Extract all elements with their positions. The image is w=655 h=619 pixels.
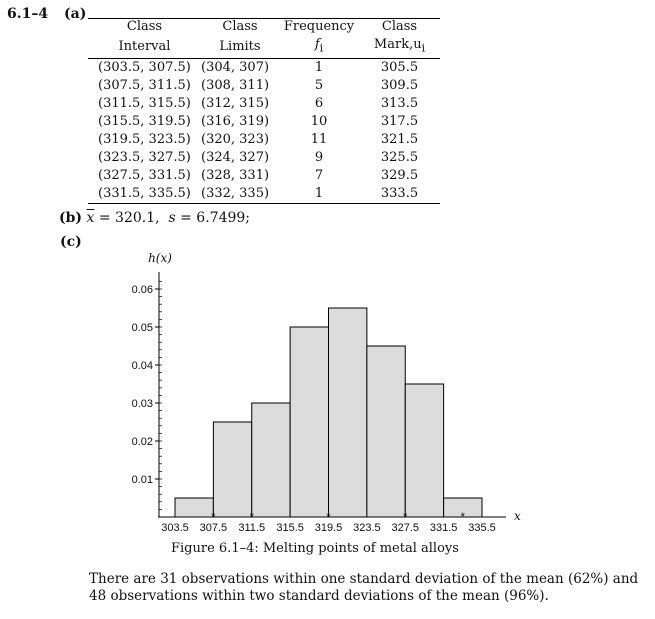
header-interval-line1: Class — [126, 19, 163, 34]
cell-interval: (311.5, 315.5) — [98, 95, 191, 111]
cell-mark: 317.5 — [380, 113, 419, 129]
histogram-chart: 0.01 0.02 0.03 0.04 0.05 0.06 303.5 307.5 311.5 3… — [132, 251, 521, 534]
cell-frequency: 7 — [314, 167, 324, 183]
cell-interval: (323.5, 327.5) — [98, 149, 191, 165]
problem-number: 6.1–4 — [7, 6, 49, 22]
histogram-bar — [212, 421, 253, 518]
y-tick-label: 0.01 — [132, 474, 153, 486]
star-marker: * — [461, 511, 466, 523]
x-axis-label: x — [514, 509, 521, 523]
cell-interval: (327.5, 331.5) — [98, 167, 191, 183]
cell-limits: (312, 315) — [201, 95, 270, 111]
histogram-bar — [366, 345, 406, 518]
header-frequency-line2: fi — [279, 36, 359, 59]
xbar-value: = 320.1, — [98, 210, 160, 226]
histogram-bar — [404, 383, 445, 518]
cell-frequency: 10 — [310, 113, 328, 129]
table-row: (307.5, 311.5) (308, 311) 5 309.5 — [88, 77, 440, 95]
cell-limits: (320, 323) — [201, 131, 270, 147]
cell-interval: (307.5, 311.5) — [98, 77, 191, 93]
cell-frequency: 9 — [314, 149, 324, 165]
observation-note: There are 31 observations within one sta… — [89, 571, 639, 604]
x-tick-label: 323.5 — [353, 522, 381, 534]
cell-frequency: 11 — [310, 131, 328, 147]
table-row: (323.5, 327.5) (324, 327) 9 325.5 — [88, 149, 440, 167]
histogram-bar — [289, 326, 329, 518]
x-tick-label: 307.5 — [200, 522, 228, 534]
cell-mark: 329.5 — [380, 167, 419, 183]
cell-interval: (331.5, 335.5) — [88, 184, 201, 204]
cell-limits: (308, 311) — [201, 77, 270, 93]
x-tick-label: 331.5 — [430, 522, 458, 534]
y-tick-label: 0.03 — [132, 398, 153, 410]
table-row: (315.5, 319.5) (316, 319) 10 317.5 — [88, 113, 440, 131]
header-interval-line2: Interval — [88, 36, 201, 59]
table-row: (327.5, 331.5) (328, 331) 7 329.5 — [88, 167, 440, 185]
cell-interval: (315.5, 319.5) — [98, 113, 191, 129]
y-tick-label: 0.04 — [132, 360, 153, 372]
y-axis-label: h(x) — [148, 251, 172, 265]
histogram-bar — [328, 307, 368, 518]
cell-limits: (304, 307) — [201, 59, 270, 75]
x-tick-label: 319.5 — [315, 522, 343, 534]
y-tick-label: 0.05 — [132, 322, 153, 334]
cell-interval: (303.5, 307.5) — [98, 59, 191, 75]
header-frequency-line1: Frequency — [283, 19, 355, 34]
table-row: (303.5, 307.5) (304, 307) 1 305.5 — [88, 58, 440, 77]
part-b: (b) x = 320.1, s = 6.7499; — [59, 210, 250, 226]
star-marker: * — [211, 511, 216, 523]
header-frequency-subscript: i — [319, 41, 324, 55]
y-tick-label: 0.06 — [132, 284, 153, 296]
x-tick-label: 303.5 — [161, 522, 189, 534]
header-limits-line2: Limits — [201, 36, 279, 59]
header-frequency-symbol: f — [314, 37, 320, 52]
cell-limits: (332, 335) — [201, 184, 279, 204]
header-mark-text: Mark,u — [373, 37, 422, 52]
xbar-symbol: x — [86, 210, 95, 226]
star-marker: * — [403, 511, 408, 523]
x-tick-label: 335.5 — [468, 522, 496, 534]
s-symbol: s — [168, 210, 176, 226]
frequency-table: Class Class Frequency Class Interval Lim… — [88, 18, 440, 204]
x-tick-label: 327.5 — [391, 522, 419, 534]
cell-interval: (319.5, 323.5) — [98, 131, 191, 147]
header-mark-line2: Mark,ui — [359, 36, 440, 59]
part-c-label: (c) — [60, 234, 82, 250]
cell-mark: 333.5 — [359, 184, 440, 204]
cell-mark: 321.5 — [380, 131, 419, 147]
star-marker: * — [326, 511, 331, 523]
y-tick-label: 0.02 — [132, 436, 153, 448]
part-a-label: (a) — [64, 6, 87, 22]
cell-mark: 313.5 — [380, 95, 419, 111]
cell-frequency: 1 — [279, 184, 359, 204]
cell-limits: (316, 319) — [201, 113, 270, 129]
cell-mark: 325.5 — [380, 149, 419, 165]
table-row: (311.5, 315.5) (312, 315) 6 313.5 — [88, 95, 440, 113]
table-row: (331.5, 335.5) (332, 335) 1 333.5 — [88, 184, 440, 204]
table-row: (319.5, 323.5) (320, 323) 11 321.5 — [88, 131, 440, 149]
header-mark-subscript: i — [421, 41, 426, 55]
x-tick-label: 315.5 — [276, 522, 304, 534]
table-top-rule — [88, 18, 440, 19]
header-mark-line1: Class — [381, 19, 418, 34]
cell-mark: 305.5 — [380, 59, 419, 75]
cell-limits: (324, 327) — [201, 149, 270, 165]
cell-mark: 309.5 — [380, 77, 419, 93]
star-marker: * — [250, 511, 255, 523]
cell-frequency: 1 — [314, 59, 324, 75]
figure-caption: Figure 6.1–4: Melting points of metal al… — [171, 541, 459, 556]
s-value: = 6.7499; — [180, 210, 251, 226]
cell-frequency: 6 — [314, 95, 324, 111]
header-limits-line1: Class — [222, 19, 258, 34]
cell-frequency: 5 — [314, 77, 324, 93]
cell-limits: (328, 331) — [201, 167, 270, 183]
x-tick-label: 311.5 — [238, 522, 265, 534]
histogram-bar — [174, 497, 214, 518]
part-b-label: (b) — [59, 210, 83, 226]
histogram-bar — [251, 402, 291, 518]
